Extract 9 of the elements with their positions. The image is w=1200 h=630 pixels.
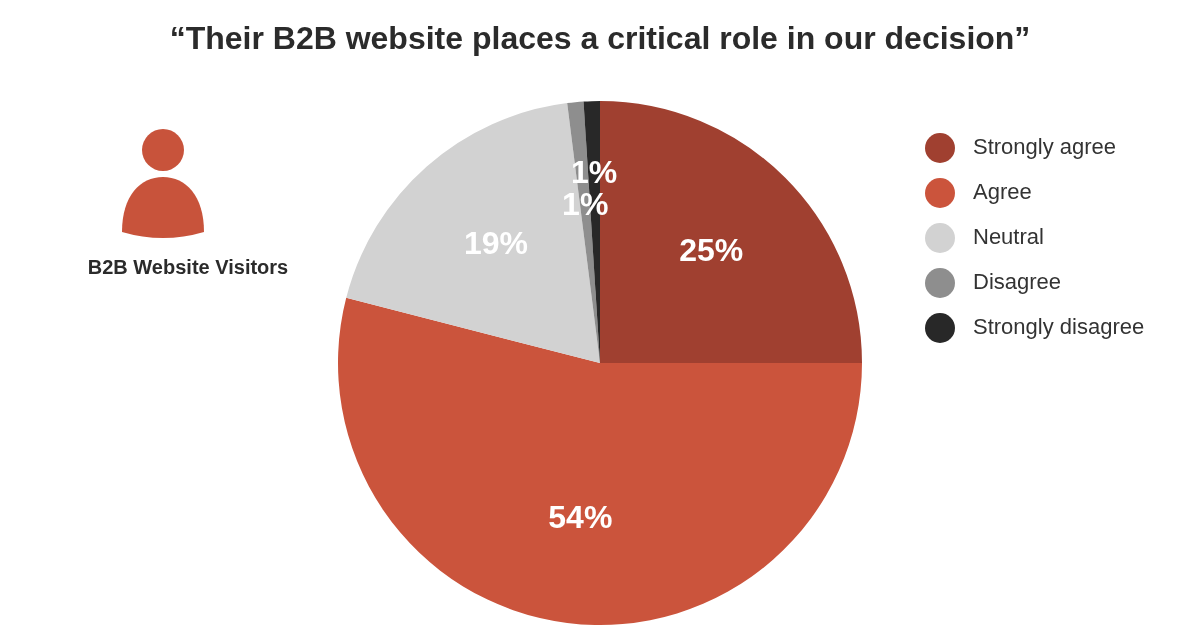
legend-label: Strongly agree [973, 134, 1117, 160]
text: B2B Website Visitors [87, 255, 289, 278]
legend-label: Neutral [973, 224, 1044, 250]
chart-title: “Their B2B website places a critical role in our decision” [169, 19, 1031, 56]
legend-label: Strongly disagree [973, 314, 1145, 340]
legend-label: Disagree [973, 269, 1062, 295]
legend-label: Agree [973, 179, 1032, 205]
data-label: 25% [679, 231, 744, 268]
data-label: 54% [548, 498, 613, 535]
